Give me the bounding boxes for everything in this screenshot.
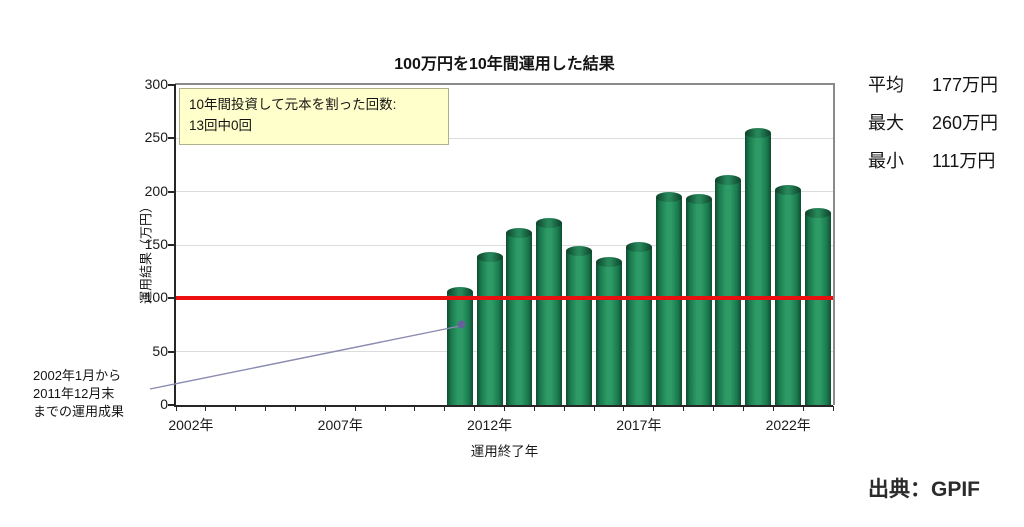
stats-panel: 平均 177万円 最大 260万円 最小 111万円 (868, 72, 998, 186)
period-note-line-2: 2011年12月末 (33, 386, 115, 401)
plot-area: 10年間投資して元本を割った回数: 13回中0回 (174, 83, 835, 407)
stat-value-min: 111万円 (932, 151, 996, 171)
y-tick-100 (168, 297, 174, 300)
y-tick-0 (168, 404, 174, 406)
bar-2011 (446, 286, 473, 405)
x-tick-10 (474, 406, 476, 411)
x-tick-3 (265, 406, 267, 411)
x-tick-20 (772, 406, 774, 411)
y-tick-250 (168, 137, 174, 140)
x-tick-22 (832, 406, 834, 411)
x-tick-label-2002: 2002年 (168, 417, 214, 433)
y-tick-200 (168, 190, 174, 193)
x-tick-19 (742, 406, 744, 411)
period-note-line-3: までの運用成果 (33, 404, 125, 419)
period-note: 2002年1月から 2011年12月末 までの運用成果 (33, 367, 124, 421)
annotation-line-2: 13回中0回 (189, 117, 253, 133)
gridline-200 (176, 191, 833, 193)
y-tick-label-150: 150 (144, 236, 168, 252)
y-axis-line (174, 84, 176, 407)
source-credit: 出典：GPIF (867, 478, 980, 501)
annotation-box: 10年間投資して元本を割った回数: 13回中0回 (179, 88, 449, 145)
bar-2017 (625, 241, 652, 405)
y-tick-label-50: 50 (152, 342, 168, 359)
x-tick-0 (175, 406, 177, 411)
plot-border-top (175, 83, 835, 85)
stat-row-max: 最大 260万円 (868, 110, 998, 136)
bar-2019 (685, 193, 712, 405)
x-tick-11 (504, 406, 505, 411)
x-tick-label-2012: 2012年 (466, 417, 513, 433)
stat-value-average: 177万円 (932, 75, 999, 95)
y-tick-300 (168, 84, 174, 86)
bar-2013 (506, 227, 533, 405)
x-tick-8 (414, 406, 416, 411)
x-tick-5 (324, 406, 326, 411)
x-tick-9 (444, 406, 446, 411)
bar-2016 (596, 256, 623, 405)
bar-2012 (476, 252, 503, 405)
y-tick-label-250: 250 (144, 129, 168, 146)
x-tick-21 (802, 406, 804, 411)
x-axis-line (174, 405, 833, 407)
gridline-150 (176, 244, 833, 246)
bar-2023 (805, 207, 832, 405)
x-tick-label-2007: 2007年 (317, 417, 363, 433)
x-tick-12 (533, 406, 535, 411)
chart-title: 100万円を10年間運用した結果 (394, 56, 615, 73)
x-axis-title: 運用終了年 (470, 444, 539, 459)
stat-label-average: 平均 (868, 75, 904, 95)
x-tick-label-2022: 2022年 (765, 417, 811, 433)
x-tick-16 (653, 406, 655, 411)
stat-label-min: 最小 (868, 151, 904, 171)
bar-2020 (715, 174, 742, 405)
y-tick-label-300: 300 (144, 76, 168, 92)
x-tick-7 (384, 406, 386, 411)
stat-row-min: 最小 111万円 (868, 148, 998, 174)
bar-2015 (566, 246, 593, 405)
x-tick-18 (713, 406, 715, 411)
x-tick-13 (563, 406, 565, 411)
y-tick-label-0: 0 (160, 396, 168, 412)
x-tick-2 (235, 406, 237, 411)
x-tick-15 (623, 406, 625, 411)
stat-label-max: 最大 (868, 113, 904, 133)
gridline-250 (176, 137, 833, 139)
bar-2018 (655, 191, 682, 405)
bar-2021 (745, 127, 772, 405)
x-tick-14 (593, 406, 595, 411)
y-tick-50 (168, 350, 174, 353)
stat-value-max: 260万円 (932, 113, 999, 133)
x-tick-6 (354, 406, 356, 411)
plot-border-right (833, 83, 835, 405)
period-note-line-1: 2002年1月から (33, 368, 122, 383)
x-tick-4 (294, 406, 296, 411)
annotation-line-1: 10年間投資して元本を割った回数: (189, 97, 397, 112)
bar-2014 (536, 218, 563, 405)
x-tick-1 (205, 406, 207, 411)
y-tick-150 (168, 244, 174, 246)
stat-row-average: 平均 177万円 (868, 72, 998, 98)
gridline-50 (176, 351, 833, 353)
reference-line-100 (176, 296, 833, 301)
y-tick-label-100: 100 (144, 289, 168, 306)
y-tick-label-200: 200 (144, 182, 168, 199)
x-tick-label-2017: 2017年 (616, 417, 662, 433)
x-tick-17 (683, 406, 685, 411)
